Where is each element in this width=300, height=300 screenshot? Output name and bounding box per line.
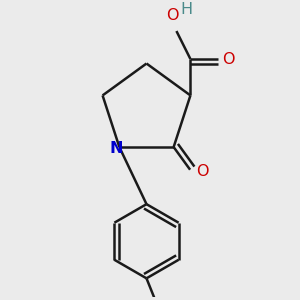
Text: H: H	[180, 2, 192, 17]
Text: O: O	[223, 52, 235, 67]
Text: O: O	[196, 164, 208, 178]
Text: N: N	[110, 141, 123, 156]
Text: O: O	[166, 8, 178, 23]
